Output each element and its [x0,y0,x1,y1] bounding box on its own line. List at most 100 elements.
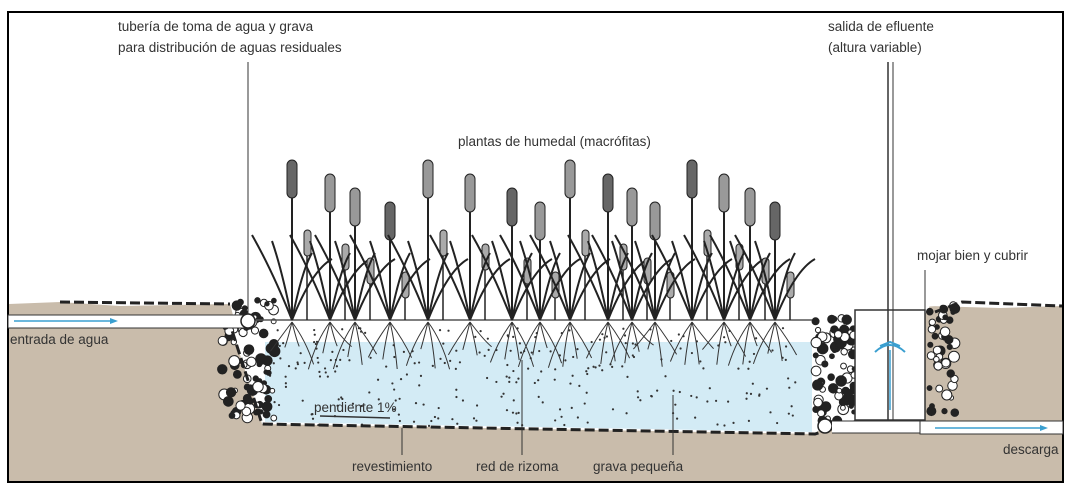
cattail [769,201,781,241]
leaf [387,234,429,321]
leaf [334,240,356,321]
dot [537,395,540,398]
dot [636,390,639,393]
root [354,321,378,355]
stone [843,388,854,399]
cattail [349,187,361,227]
stone [225,387,237,398]
dot [732,421,735,424]
stone [926,385,933,391]
root [609,321,633,365]
dot [690,394,693,398]
connector [832,420,921,434]
dot [631,342,634,345]
dot [586,421,589,424]
stone [250,326,260,335]
dot [449,359,452,362]
dot [339,358,342,361]
root [723,321,732,347]
leaf [691,252,713,321]
root [569,321,593,359]
dot [771,349,774,352]
cattail [534,201,546,241]
leaf [634,240,656,321]
label: salida de efluente [828,19,934,34]
dot [284,375,287,378]
root [742,321,751,365]
dot [334,370,337,373]
gravel-dots [268,326,797,427]
dot [296,361,299,364]
stone [270,414,278,422]
leaf [427,252,449,321]
root [691,321,700,365]
dot [318,370,321,373]
dot [279,357,282,360]
stone [827,373,835,381]
dot [341,328,344,331]
dot [437,417,440,420]
root [489,321,513,363]
root [322,321,331,354]
dot [723,424,726,427]
leaf [631,252,653,321]
dot [342,348,345,352]
dot [519,351,523,354]
dot [277,403,281,407]
dot [278,344,281,348]
dot [587,367,590,370]
dot [605,351,608,354]
leaf [354,258,396,321]
dot [475,419,478,422]
stone [835,375,847,387]
stone [950,309,956,315]
dot [679,347,682,350]
dot [632,355,636,359]
dot [745,397,748,400]
dot [553,378,556,381]
dot [664,375,667,378]
leaf [611,240,633,321]
dot [576,416,579,419]
stone [941,389,953,401]
root [585,321,609,359]
stone [228,412,236,419]
root [727,321,751,366]
cattail [744,187,756,227]
dot [656,389,659,392]
root [447,321,471,356]
stone [928,318,936,326]
dot [485,376,489,380]
dot [505,375,508,378]
leaf [703,240,725,321]
dot [393,408,396,411]
dot [310,413,313,416]
root [307,321,331,370]
root [669,321,693,362]
dot [399,378,403,381]
dot [419,374,423,377]
leaf [499,234,541,321]
dot [758,394,761,397]
stone [264,394,273,403]
dot [527,367,530,370]
dot [508,380,511,383]
liner-cover [934,300,1063,314]
dot [438,329,442,332]
root [405,321,429,366]
stone [927,325,937,334]
dot [737,367,740,370]
stone [252,380,264,393]
dot [318,375,322,378]
stone [931,332,939,340]
stone [241,406,252,417]
leaf [749,258,791,321]
root [504,321,513,360]
root [624,321,633,364]
dot [699,360,702,363]
stone [831,315,838,323]
dot [515,412,518,415]
dot [316,356,319,360]
root [354,321,363,365]
dot [517,377,520,380]
